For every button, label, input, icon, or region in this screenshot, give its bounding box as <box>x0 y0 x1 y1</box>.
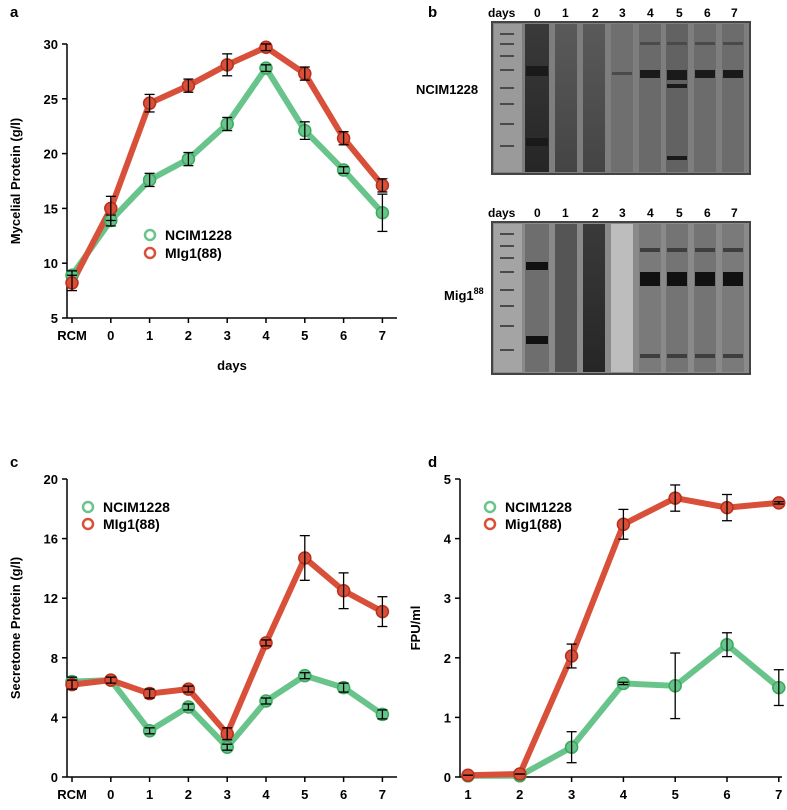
legend-label: NCIM1228 <box>165 227 232 243</box>
y-tick-label: 25 <box>44 92 58 107</box>
x-tick-label: 4 <box>262 328 270 343</box>
x-tick-label: 5 <box>672 787 679 802</box>
gel-top-lane-2: 2 <box>592 6 599 20</box>
y-tick-label: 8 <box>51 651 58 666</box>
panel-label-b: b <box>428 4 437 21</box>
y-tick-label: 0 <box>51 770 58 785</box>
y-tick-label: 12 <box>44 591 58 606</box>
x-tick-label: 6 <box>340 787 347 802</box>
gel-top-lane-1: 1 <box>562 6 569 20</box>
legend-marker-green <box>483 500 497 514</box>
x-tick-label: RCM <box>57 787 87 802</box>
x-tick-label: 2 <box>185 787 192 802</box>
gel-bottom-lane-6: 6 <box>704 206 711 220</box>
y-tick-label: 4 <box>51 710 59 725</box>
legend-marker-green <box>143 228 157 242</box>
gel-bottom-lane-5: 5 <box>676 206 683 220</box>
x-tick-label: 0 <box>107 328 114 343</box>
x-tick-label: 3 <box>224 787 231 802</box>
y-tick-label: 16 <box>44 532 58 547</box>
y-tick-label: 10 <box>44 256 58 271</box>
x-tick-label: 4 <box>620 787 628 802</box>
gel-top-lane-0: 0 <box>534 6 541 20</box>
x-tick-label: 2 <box>185 328 192 343</box>
x-tick-label: 0 <box>107 787 114 802</box>
legend-marker-red <box>143 246 157 260</box>
x-tick-label: 5 <box>301 328 308 343</box>
legend-label: NCIM1228 <box>505 499 572 515</box>
chart-a: 5 10 15 20 25 30 RCM 0 1 2 3 4 5 6 7 days Mycelial Prote… <box>8 37 397 373</box>
gel-top-lane-5: 5 <box>676 6 683 20</box>
gel-top-days-label: days <box>488 6 516 20</box>
chart-c: 048121620RCM01234567daysSecretome Protei… <box>8 472 397 802</box>
legend-label: MIg1(88) <box>103 516 160 532</box>
gel-bottom-lane-3: 3 <box>619 206 626 220</box>
gel-bottom-strain-main: Mig1 <box>444 288 474 303</box>
legend-marker-red <box>81 517 95 531</box>
x-tick-label: 3 <box>568 787 575 802</box>
series-line-green <box>69 65 386 279</box>
y-tick-label: 15 <box>44 201 58 216</box>
gel-bottom-lane-4: 4 <box>647 206 654 220</box>
x-tick-label: 2 <box>516 787 523 802</box>
gel-panel: days 0 1 2 3 4 5 6 7 NCIM1228 <box>416 6 751 375</box>
y-tick-label: 1 <box>444 710 451 725</box>
gel-bottom-lane-0: 0 <box>534 206 541 220</box>
y-tick-label: 20 <box>44 147 58 162</box>
y-tick-label: 20 <box>44 472 58 487</box>
legend-marker-green <box>81 500 95 514</box>
gel-bottom-lane-2: 2 <box>592 206 599 220</box>
gel-bottom-strain-sup: 88 <box>474 286 484 296</box>
gel-top-lane-6: 6 <box>704 6 711 20</box>
gel-top-strain-label: NCIM1228 <box>416 82 478 97</box>
y-axis-label: Secretome Protein (g/l) <box>8 557 23 699</box>
y-tick-label: 3 <box>444 591 451 606</box>
series-line-red <box>69 554 386 737</box>
gel-top-lane-7: 7 <box>731 6 738 20</box>
legend-marker-red <box>483 517 497 531</box>
x-tick-label: 7 <box>775 787 782 802</box>
gel-bottom-lane-1: 1 <box>562 206 569 220</box>
x-tick-label: 4 <box>262 787 270 802</box>
x-axis-label: days <box>217 358 247 373</box>
y-tick-label: 5 <box>51 311 58 326</box>
y-axis-label: FPU/ml <box>408 606 423 651</box>
gel-top-lane-3: 3 <box>619 6 626 20</box>
x-tick-label: 5 <box>301 787 308 802</box>
gel-bottom-strain-label: Mig188 <box>444 286 484 303</box>
gel-bottom-image <box>491 221 751 375</box>
x-tick-label: 6 <box>723 787 730 802</box>
x-tick-label: 7 <box>379 328 386 343</box>
y-tick-label: 4 <box>444 532 452 547</box>
gel-bottom-days-label: days <box>488 206 516 220</box>
y-tick-label: 2 <box>444 651 451 666</box>
x-tick-label: 6 <box>340 328 347 343</box>
x-tick-label: 7 <box>379 787 386 802</box>
y-tick-label: 5 <box>444 472 451 487</box>
panel-label-c: c <box>10 454 18 471</box>
y-tick-label: 0 <box>444 770 451 785</box>
series-line-green <box>465 641 782 779</box>
legend-label: Mig1(88) <box>505 516 562 532</box>
panel-label-a: a <box>10 4 19 21</box>
y-axis-label: Mycelial Protein (g/l) <box>8 118 23 244</box>
panel-label-d: d <box>428 454 437 471</box>
x-tick-label: 1 <box>464 787 471 802</box>
gel-top-lane-4: 4 <box>647 6 654 20</box>
legend-label: NCIM1228 <box>103 499 170 515</box>
gel-bottom-lane-7: 7 <box>731 206 738 220</box>
x-tick-label: 1 <box>146 787 153 802</box>
legend-label: MIg1(88) <box>165 245 222 261</box>
x-tick-label: RCM <box>57 328 87 343</box>
x-tick-label: 3 <box>224 328 231 343</box>
x-tick-label: 1 <box>146 328 153 343</box>
gel-top-image <box>491 21 751 175</box>
y-tick-label: 30 <box>44 37 58 52</box>
